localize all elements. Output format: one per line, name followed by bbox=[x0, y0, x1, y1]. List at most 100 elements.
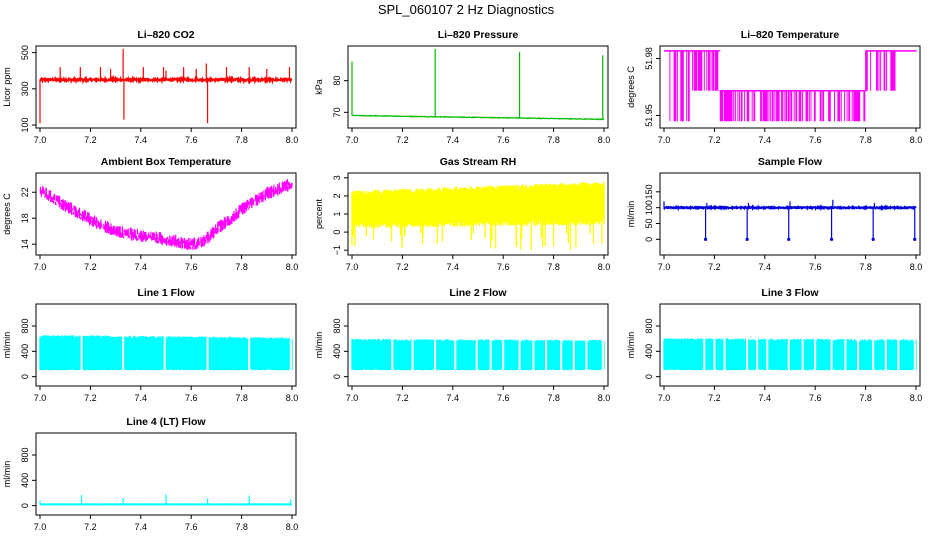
x-tick-label: 7.6 bbox=[497, 262, 510, 272]
spike-marker bbox=[745, 237, 749, 241]
x-tick-label: 7.6 bbox=[809, 262, 822, 272]
chart-panel-1: Li–820 CO2 Licor ppm 7.0 7.2 7.4 7.6 7.8 8.0 100… bbox=[2, 29, 298, 145]
flow-gap bbox=[391, 336, 394, 371]
chart-panel-8: Line 2 Flow ml/min 7.0 7.2 7.4 7.6 7.8 8.0 0 400 8… bbox=[314, 287, 610, 403]
flow-gap bbox=[80, 332, 83, 371]
y-tick-label: 0 bbox=[332, 230, 342, 235]
chart-panel-5: Gas Stream RH percent 7.0 7.2 7.4 7.6 7.8 8.0 −1… bbox=[314, 156, 610, 272]
x-tick-label: 7.8 bbox=[547, 262, 560, 272]
chart-title: Li–820 CO2 bbox=[137, 29, 194, 41]
flow-gap bbox=[475, 336, 478, 371]
flow-gap bbox=[844, 335, 847, 371]
plot-frame bbox=[35, 303, 297, 387]
plot-frame bbox=[347, 172, 609, 256]
spike-marker bbox=[871, 237, 875, 241]
flow-band bbox=[663, 338, 917, 371]
flow-gap bbox=[897, 335, 900, 371]
y-axis-label: ml/min bbox=[2, 461, 12, 488]
y-tick-label: 400 bbox=[644, 344, 654, 359]
y-tick-label: 400 bbox=[20, 344, 30, 359]
x-tick-label: 7.4 bbox=[135, 522, 148, 532]
temperature-segment bbox=[689, 50, 721, 91]
x-tick-label: 8.0 bbox=[286, 262, 299, 272]
x-tick-label: 7.6 bbox=[185, 262, 198, 272]
x-tick-label: 7.8 bbox=[547, 135, 560, 145]
x-tick-label: 7.6 bbox=[185, 135, 198, 145]
y-tick-label: 400 bbox=[20, 473, 30, 488]
x-tick-label: 7.6 bbox=[809, 393, 822, 403]
y-tick-label: 0 bbox=[20, 503, 30, 508]
x-tick-label: 7.8 bbox=[859, 135, 872, 145]
flow-gap bbox=[756, 335, 759, 371]
x-tick-label: 7.8 bbox=[859, 262, 872, 272]
x-tick-label: 7.0 bbox=[34, 393, 47, 403]
x-tick-label: 7.6 bbox=[497, 393, 510, 403]
x-tick-label: 8.0 bbox=[910, 262, 923, 272]
y-tick-label: 0 bbox=[644, 374, 654, 379]
y-tick-label: 18 bbox=[20, 213, 30, 223]
chart-panel-6: Sample Flow ml/min 7.0 7.2 7.4 7.6 7.8 8.0 0 50 10… bbox=[626, 156, 922, 272]
x-tick-label: 8.0 bbox=[286, 522, 299, 532]
y-tick-label: 300 bbox=[20, 81, 30, 96]
temperature-segment bbox=[719, 90, 867, 122]
chart-title: Line 1 Flow bbox=[137, 287, 195, 299]
y-tick-label: 800 bbox=[644, 318, 654, 333]
x-tick-label: 8.0 bbox=[598, 262, 611, 272]
plot-frame bbox=[659, 45, 921, 129]
x-tick-label: 8.0 bbox=[286, 393, 299, 403]
x-tick-label: 7.4 bbox=[447, 262, 460, 272]
y-axis-label: ml/min bbox=[626, 332, 636, 359]
flow-gap bbox=[713, 335, 716, 371]
flow-gap bbox=[489, 336, 492, 371]
y-axis-label: ml/min bbox=[314, 332, 324, 359]
flow-gap bbox=[434, 336, 437, 371]
figure-title: SPL_060107 2 Hz Diagnostics bbox=[378, 2, 555, 17]
y-tick-label: 50 bbox=[644, 218, 654, 228]
x-tick-label: 7.6 bbox=[809, 135, 822, 145]
x-tick-label: 7.2 bbox=[396, 135, 409, 145]
chart-title: Line 3 Flow bbox=[761, 287, 819, 299]
flow-gap bbox=[289, 332, 292, 371]
chart-title: Line 4 (LT) Flow bbox=[126, 416, 206, 428]
x-tick-label: 7.0 bbox=[346, 135, 359, 145]
y-tick-label: 150 bbox=[644, 184, 654, 199]
x-tick-label: 7.2 bbox=[708, 393, 721, 403]
x-tick-label: 7.4 bbox=[759, 135, 772, 145]
chart-title: Li–820 Temperature bbox=[741, 29, 840, 41]
plot-frame bbox=[659, 172, 921, 256]
y-tick-label: 400 bbox=[332, 344, 342, 359]
y-tick-label: 14 bbox=[20, 239, 30, 249]
y-tick-label: 22 bbox=[20, 187, 30, 197]
x-tick-label: 7.6 bbox=[497, 135, 510, 145]
x-tick-label: 7.4 bbox=[135, 393, 148, 403]
x-tick-label: 7.6 bbox=[185, 393, 198, 403]
x-tick-label: 7.4 bbox=[447, 135, 460, 145]
flow-gap bbox=[601, 336, 604, 371]
x-tick-label: 7.2 bbox=[84, 522, 97, 532]
y-tick-label: 70 bbox=[332, 107, 342, 117]
spike-marker bbox=[703, 237, 708, 241]
x-tick-label: 7.8 bbox=[235, 393, 248, 403]
y-axis-label: ml/min bbox=[2, 332, 12, 359]
chart-panel-10: Line 4 (LT) Flow ml/min 7.0 7.2 7.4 7.6 7.8 8.0… bbox=[2, 416, 298, 532]
x-tick-label: 8.0 bbox=[598, 135, 611, 145]
spike-marker bbox=[787, 237, 791, 241]
flow-gap bbox=[163, 332, 166, 371]
chart-panel-4: Ambient Box Temperature degrees C 7.0 7.2 7.… bbox=[2, 156, 298, 272]
chart-panel-9: Line 3 Flow ml/min 7.0 7.2 7.4 7.6 7.8 8.0 0 400 8… bbox=[626, 287, 922, 403]
y-tick-label: 0 bbox=[644, 237, 654, 242]
x-tick-label: 7.4 bbox=[759, 262, 772, 272]
flow-gap bbox=[454, 336, 457, 371]
y-axis-label: degrees C bbox=[2, 193, 12, 235]
plot-frame bbox=[35, 432, 297, 516]
temperature-series bbox=[39, 179, 293, 250]
y-tick-label: 800 bbox=[20, 318, 30, 333]
flow-gap bbox=[830, 335, 833, 371]
x-tick-label: 7.4 bbox=[447, 393, 460, 403]
flow-gap bbox=[532, 336, 535, 371]
flow-gap bbox=[913, 335, 916, 371]
flow-gap bbox=[703, 335, 706, 371]
flow-gap bbox=[560, 336, 563, 371]
